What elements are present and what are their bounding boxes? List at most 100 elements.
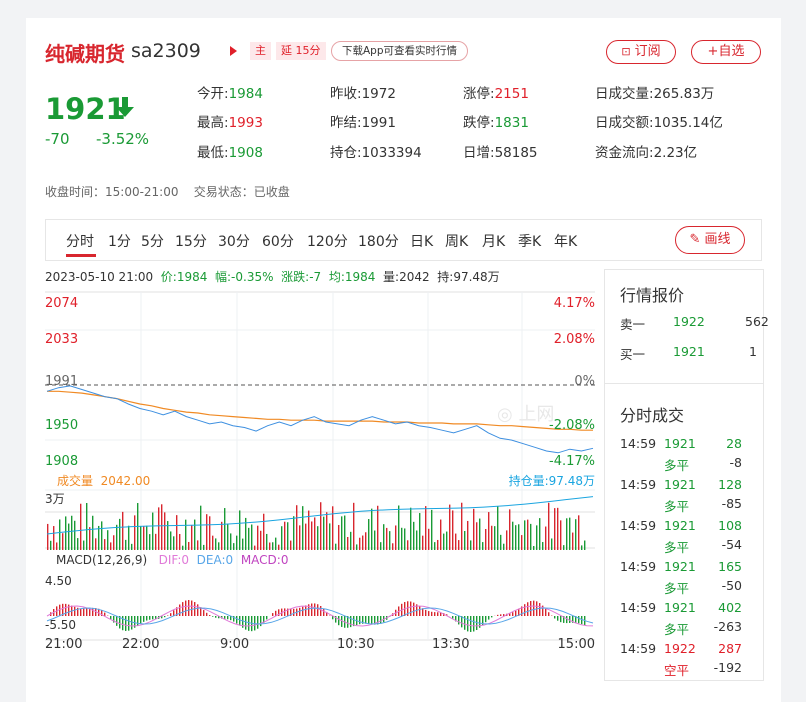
macd-bar bbox=[233, 616, 235, 622]
macd-bar bbox=[569, 616, 571, 623]
trade-type: 多平 bbox=[664, 540, 690, 555]
volume-bar bbox=[563, 545, 565, 550]
macd-bar bbox=[83, 608, 85, 616]
macd-bar bbox=[74, 606, 76, 616]
macd-bar bbox=[365, 616, 367, 624]
macd-bar bbox=[68, 604, 70, 616]
macd-bar bbox=[467, 616, 469, 632]
quote-panel-title: 行情报价 bbox=[620, 286, 685, 305]
macd-bar bbox=[341, 616, 343, 627]
quote-limit-up: 涨停:2151 bbox=[463, 86, 529, 102]
volume-bar bbox=[407, 540, 409, 550]
tab-120min[interactable]: 120分 bbox=[307, 234, 348, 250]
add-watchlist-button[interactable]: +自选 bbox=[691, 40, 761, 64]
tab-daily-k[interactable]: 日K bbox=[410, 234, 434, 250]
macd-bar bbox=[80, 608, 82, 616]
volume-bar bbox=[89, 527, 91, 550]
volume-bar bbox=[527, 519, 529, 550]
macd-bar bbox=[497, 614, 499, 616]
tab-timeshare[interactable]: 分时 bbox=[66, 234, 94, 250]
volume-axis-label: 3万 bbox=[45, 492, 65, 506]
volume-bar bbox=[425, 506, 427, 550]
macd-bar bbox=[284, 608, 286, 616]
volume-bar bbox=[419, 513, 421, 550]
tab-60min[interactable]: 60分 bbox=[262, 234, 294, 250]
volume-bar bbox=[302, 506, 304, 550]
tab-1min[interactable]: 1分 bbox=[108, 234, 131, 250]
volume-bar bbox=[167, 521, 169, 550]
tab-15min[interactable]: 15分 bbox=[175, 234, 207, 250]
macd-bar bbox=[119, 616, 121, 629]
macd-bar bbox=[161, 616, 163, 619]
volume-bar bbox=[317, 526, 319, 550]
macd-bar bbox=[320, 605, 322, 616]
volume-bar bbox=[530, 523, 532, 550]
tab-yearly-k[interactable]: 年K bbox=[554, 234, 578, 250]
trade-price: 1921 bbox=[664, 559, 696, 574]
trade-volume: 128 bbox=[718, 477, 742, 492]
volume-bar bbox=[497, 506, 499, 550]
tab-monthly-k[interactable]: 月K bbox=[482, 234, 506, 250]
volume-bar bbox=[386, 527, 388, 550]
quote-open-interest: 持仓:1033394 bbox=[330, 145, 422, 161]
trade-time: 14:59 bbox=[620, 559, 657, 574]
macd-bar bbox=[572, 616, 574, 623]
volume-bar bbox=[512, 521, 514, 550]
volume-bar bbox=[218, 542, 220, 550]
volume-bar bbox=[104, 539, 106, 550]
macd-bar bbox=[362, 616, 364, 624]
trade-volume: 165 bbox=[718, 559, 742, 574]
side-panel: 行情报价 卖一 1922 562 买一 1921 1 分时成交 14:59 192… bbox=[604, 269, 769, 681]
volume-bar bbox=[326, 512, 328, 550]
subscribe-button[interactable]: ⊡ 订阅 bbox=[606, 40, 676, 64]
pct-axis-label: -4.17% bbox=[549, 454, 595, 469]
timeshare-chart[interactable]: 2074 2033 1991 1950 1908 4.17% 2.08% 0% … bbox=[45, 290, 595, 685]
draw-line-button[interactable]: ✎ 画线 bbox=[675, 226, 745, 254]
volume-bar bbox=[95, 538, 97, 550]
macd-bar bbox=[317, 604, 319, 616]
volume-bar bbox=[290, 540, 292, 550]
play-triangle-icon[interactable] bbox=[230, 46, 237, 56]
macd-bar bbox=[377, 616, 379, 625]
trade-type: 多平 bbox=[664, 622, 690, 637]
macd-bar bbox=[578, 616, 580, 624]
volume-bar bbox=[443, 533, 445, 550]
volume-bar bbox=[551, 538, 553, 550]
tab-30min[interactable]: 30分 bbox=[218, 234, 250, 250]
macd-bar bbox=[116, 616, 118, 626]
tab-weekly-k[interactable]: 周K bbox=[445, 234, 469, 250]
volume-bar bbox=[188, 541, 190, 550]
volume-bar bbox=[122, 511, 124, 550]
price-axis-label: 1950 bbox=[45, 418, 79, 433]
macd-bar bbox=[131, 616, 133, 630]
macd-bar bbox=[224, 616, 226, 619]
volume-bar bbox=[365, 532, 367, 550]
macd-bar bbox=[140, 616, 142, 624]
volume-bar bbox=[266, 533, 268, 550]
macd-bar bbox=[122, 616, 124, 631]
volume-bar bbox=[209, 516, 211, 550]
trade-type: 空平 bbox=[664, 663, 690, 678]
volume-bar bbox=[314, 517, 316, 550]
tab-quarterly-k[interactable]: 季K bbox=[518, 234, 542, 250]
download-app-button[interactable]: 下载App可查看实时行情 bbox=[331, 41, 469, 61]
trade-price: 1921 bbox=[664, 436, 696, 451]
quote-amount: 日成交额:1035.14亿 bbox=[595, 115, 723, 131]
volume-bar bbox=[566, 518, 568, 550]
volume-bar bbox=[92, 515, 94, 550]
volume-bar bbox=[395, 525, 397, 550]
volume-bar bbox=[560, 520, 562, 550]
macd-bar bbox=[350, 616, 352, 628]
trade-type: 多平 bbox=[664, 499, 690, 514]
macd-bar bbox=[503, 614, 505, 616]
macd-axis-bottom: -5.50 bbox=[45, 618, 77, 632]
macd-bar bbox=[500, 614, 502, 616]
volume-bar bbox=[449, 504, 451, 550]
volume-bar bbox=[164, 512, 166, 550]
trade-price: 1921 bbox=[664, 518, 696, 533]
macd-bar bbox=[434, 612, 436, 616]
macd-bar bbox=[134, 616, 136, 628]
tab-5min[interactable]: 5分 bbox=[141, 234, 164, 250]
macd-bar bbox=[380, 616, 382, 624]
tab-180min[interactable]: 180分 bbox=[358, 234, 399, 250]
